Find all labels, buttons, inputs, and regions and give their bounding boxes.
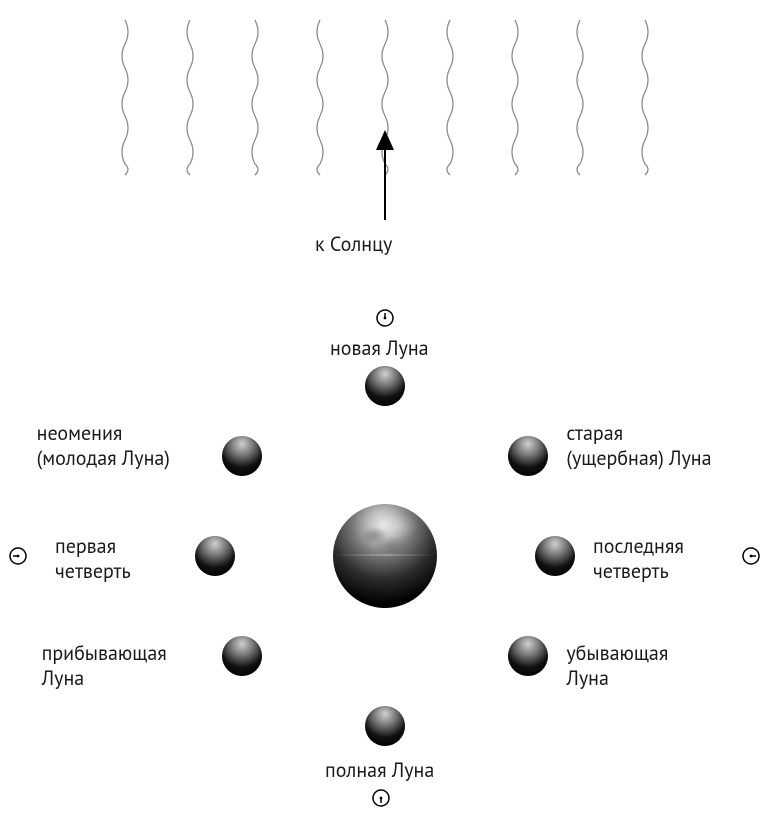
diagram-canvas [0, 0, 769, 828]
moon-waxing [222, 636, 262, 676]
moon-first_q [195, 536, 235, 576]
sun-ray [252, 20, 258, 175]
sun-arrow-head [376, 130, 394, 150]
moon-new [365, 366, 405, 406]
moon-old [508, 436, 548, 476]
moon-last_q [535, 536, 575, 576]
phase-seen-icon [10, 548, 26, 564]
phase-label-old: старая (ущербная) Луна [566, 421, 711, 471]
phase-label-neo: неомения (молодая Луна) [37, 421, 170, 471]
sun-ray [122, 20, 128, 175]
phase-label-waxing: прибывающая Луна [42, 641, 167, 691]
earth [333, 504, 437, 608]
phase-seen-icon [377, 310, 393, 326]
phase-label-waning: убывающая Луна [566, 641, 668, 691]
moon-full [365, 706, 405, 746]
phase-label-first_q: первая четверть [55, 534, 131, 584]
moon-neo [222, 436, 262, 476]
phase-seen-icon [743, 548, 759, 564]
phase-label-last_q: последняя четверть [593, 534, 684, 584]
sun-ray [187, 20, 193, 175]
sun-ray [642, 20, 648, 175]
sun-ray [317, 20, 323, 175]
sun-ray [512, 20, 518, 175]
sun-ray [577, 20, 583, 175]
phase-seen-icon [373, 790, 389, 806]
sun-ray [447, 20, 453, 175]
phase-label-new: новая Луна [330, 336, 429, 361]
phase-label-full: полная Луна [325, 758, 434, 783]
sun-label: к Солнцу [315, 232, 392, 257]
